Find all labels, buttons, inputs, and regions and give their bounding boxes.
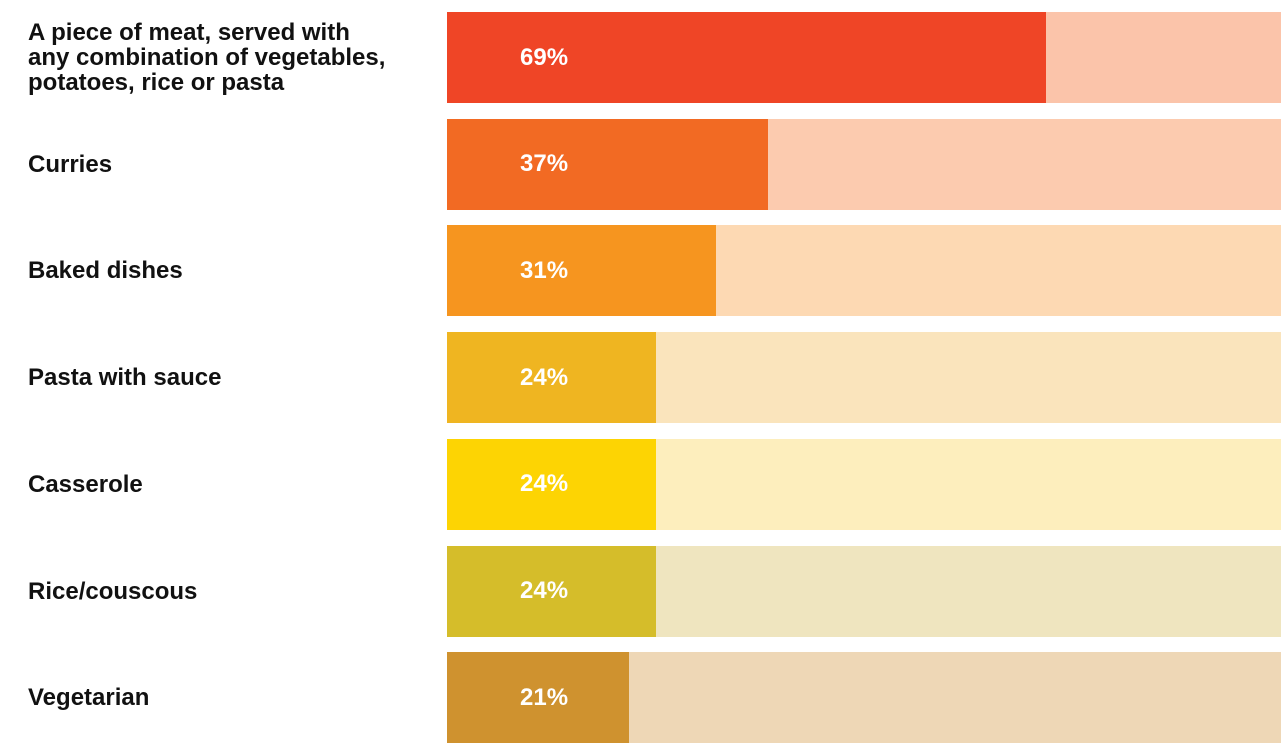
bar-track: 24% bbox=[447, 545, 1281, 637]
bar bbox=[447, 652, 629, 743]
category-label: Curries bbox=[28, 150, 113, 178]
bar-track: 21% bbox=[447, 652, 1281, 743]
bar bbox=[447, 438, 656, 530]
bar-row: Pasta with sauce 24% bbox=[0, 332, 1281, 424]
value-label: 21% bbox=[520, 683, 569, 711]
value-label: 69% bbox=[520, 43, 569, 71]
bar-track: 37% bbox=[447, 118, 1281, 210]
bar bbox=[447, 12, 1046, 103]
bar-row: Rice/couscous 24% bbox=[0, 545, 1281, 637]
bar-row: Casserole 24% bbox=[0, 438, 1281, 530]
value-label: 24% bbox=[520, 577, 569, 604]
bar-row: Vegetarian 21% bbox=[0, 652, 1281, 743]
category-label: Vegetarian bbox=[28, 684, 150, 712]
bar-track: 69% bbox=[447, 12, 1281, 103]
bar bbox=[447, 225, 716, 317]
category-label: Pasta with sauce bbox=[28, 364, 222, 392]
category-label: A piece of meat, served with any combina… bbox=[28, 19, 386, 96]
bar bbox=[447, 545, 656, 637]
value-label: 31% bbox=[520, 256, 569, 284]
category-label: Rice/couscous bbox=[28, 577, 198, 605]
category-label: Baked dishes bbox=[28, 257, 183, 285]
bar-track: 31% bbox=[447, 225, 1281, 317]
bar-row: Curries 37% bbox=[0, 118, 1281, 210]
value-label: 24% bbox=[520, 363, 569, 391]
bar bbox=[447, 118, 768, 210]
bar-track: 24% bbox=[447, 438, 1281, 530]
value-label: 37% bbox=[520, 150, 569, 178]
bar-row: Baked dishes 31% bbox=[0, 225, 1281, 317]
bar bbox=[447, 332, 656, 424]
category-label: Casserole bbox=[28, 470, 143, 498]
bar-track: 24% bbox=[447, 332, 1281, 424]
bar-row: A piece of meat, served with any combina… bbox=[0, 12, 1281, 103]
value-label: 24% bbox=[520, 470, 569, 498]
